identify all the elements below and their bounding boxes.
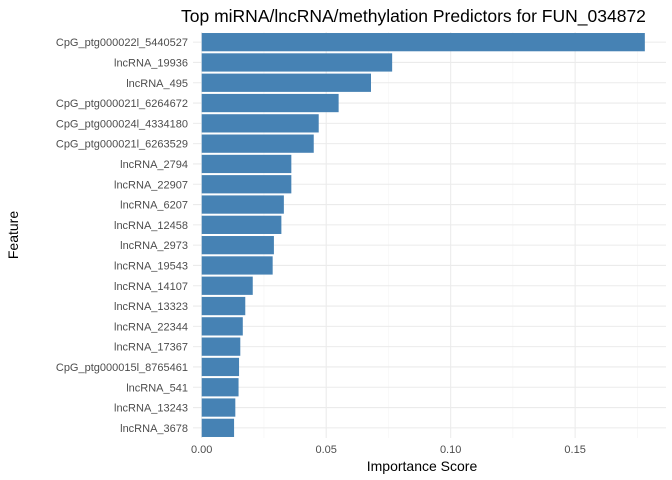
grid-layer <box>193 32 666 438</box>
bar <box>201 418 235 437</box>
y-tick-label: lncRNA_3678 <box>120 423 188 435</box>
bar <box>201 93 339 113</box>
bar <box>201 317 243 336</box>
x-tick-label: 0.10 <box>440 444 461 456</box>
x-tick-label: 0.15 <box>564 444 585 456</box>
bar <box>201 276 253 295</box>
y-tick-label: lncRNA_14107 <box>114 281 188 293</box>
y-tick-label: lncRNA_495 <box>126 78 188 90</box>
y-tick-labels: CpG_ptg000022l_5440527 lncRNA_19936 lncRNA… <box>56 37 188 435</box>
y-tick-label: lncRNA_19543 <box>114 260 188 272</box>
bar <box>201 357 240 377</box>
x-tick-label: 0.00 <box>191 444 212 456</box>
x-axis-title: Importance Score <box>367 458 478 474</box>
y-tick-label: lncRNA_2973 <box>120 240 188 252</box>
x-tick-labels: 0.00 0.05 0.10 0.15 <box>191 444 586 456</box>
bar <box>201 256 273 275</box>
y-tick-label: lncRNA_6207 <box>120 200 188 212</box>
y-axis-title: Feature <box>5 211 21 259</box>
y-tick-label: CpG_ptg000021l_6263529 <box>56 139 188 151</box>
y-tick-label: lncRNA_19936 <box>114 57 188 69</box>
bar <box>201 154 292 174</box>
y-tick-label: CpG_ptg000021l_6264672 <box>56 98 188 110</box>
x-tick-label: 0.05 <box>315 444 336 456</box>
bar-layer <box>201 33 645 437</box>
y-tick-label: lncRNA_541 <box>126 382 188 394</box>
bar <box>201 134 314 153</box>
bar <box>201 378 239 397</box>
bar <box>201 236 274 255</box>
bar <box>201 195 284 214</box>
y-tick-label: lncRNA_2794 <box>120 159 188 171</box>
y-tick-label: CpG_ptg000024l_4334180 <box>56 118 188 130</box>
y-tick-label: lncRNA_17367 <box>114 342 188 354</box>
chart-title: Top miRNA/lncRNA/methylation Predictors … <box>181 6 646 27</box>
y-tick-label: lncRNA_12458 <box>114 220 188 232</box>
bar <box>201 175 292 194</box>
y-tick-label: lncRNA_13243 <box>114 403 188 415</box>
y-tick-label: CpG_ptg000022l_5440527 <box>56 37 188 49</box>
y-tick-label: CpG_ptg000015l_8765461 <box>56 362 188 374</box>
bar <box>201 53 393 72</box>
bar <box>201 33 645 52</box>
y-tick-label: lncRNA_22907 <box>114 179 188 191</box>
bar <box>201 337 241 356</box>
bar <box>201 114 319 133</box>
bar <box>201 398 236 417</box>
y-tick-label: lncRNA_13323 <box>114 301 188 313</box>
bar <box>201 215 282 234</box>
bar <box>201 296 246 316</box>
y-tick-label: lncRNA_22344 <box>114 321 188 333</box>
bar <box>201 73 371 92</box>
